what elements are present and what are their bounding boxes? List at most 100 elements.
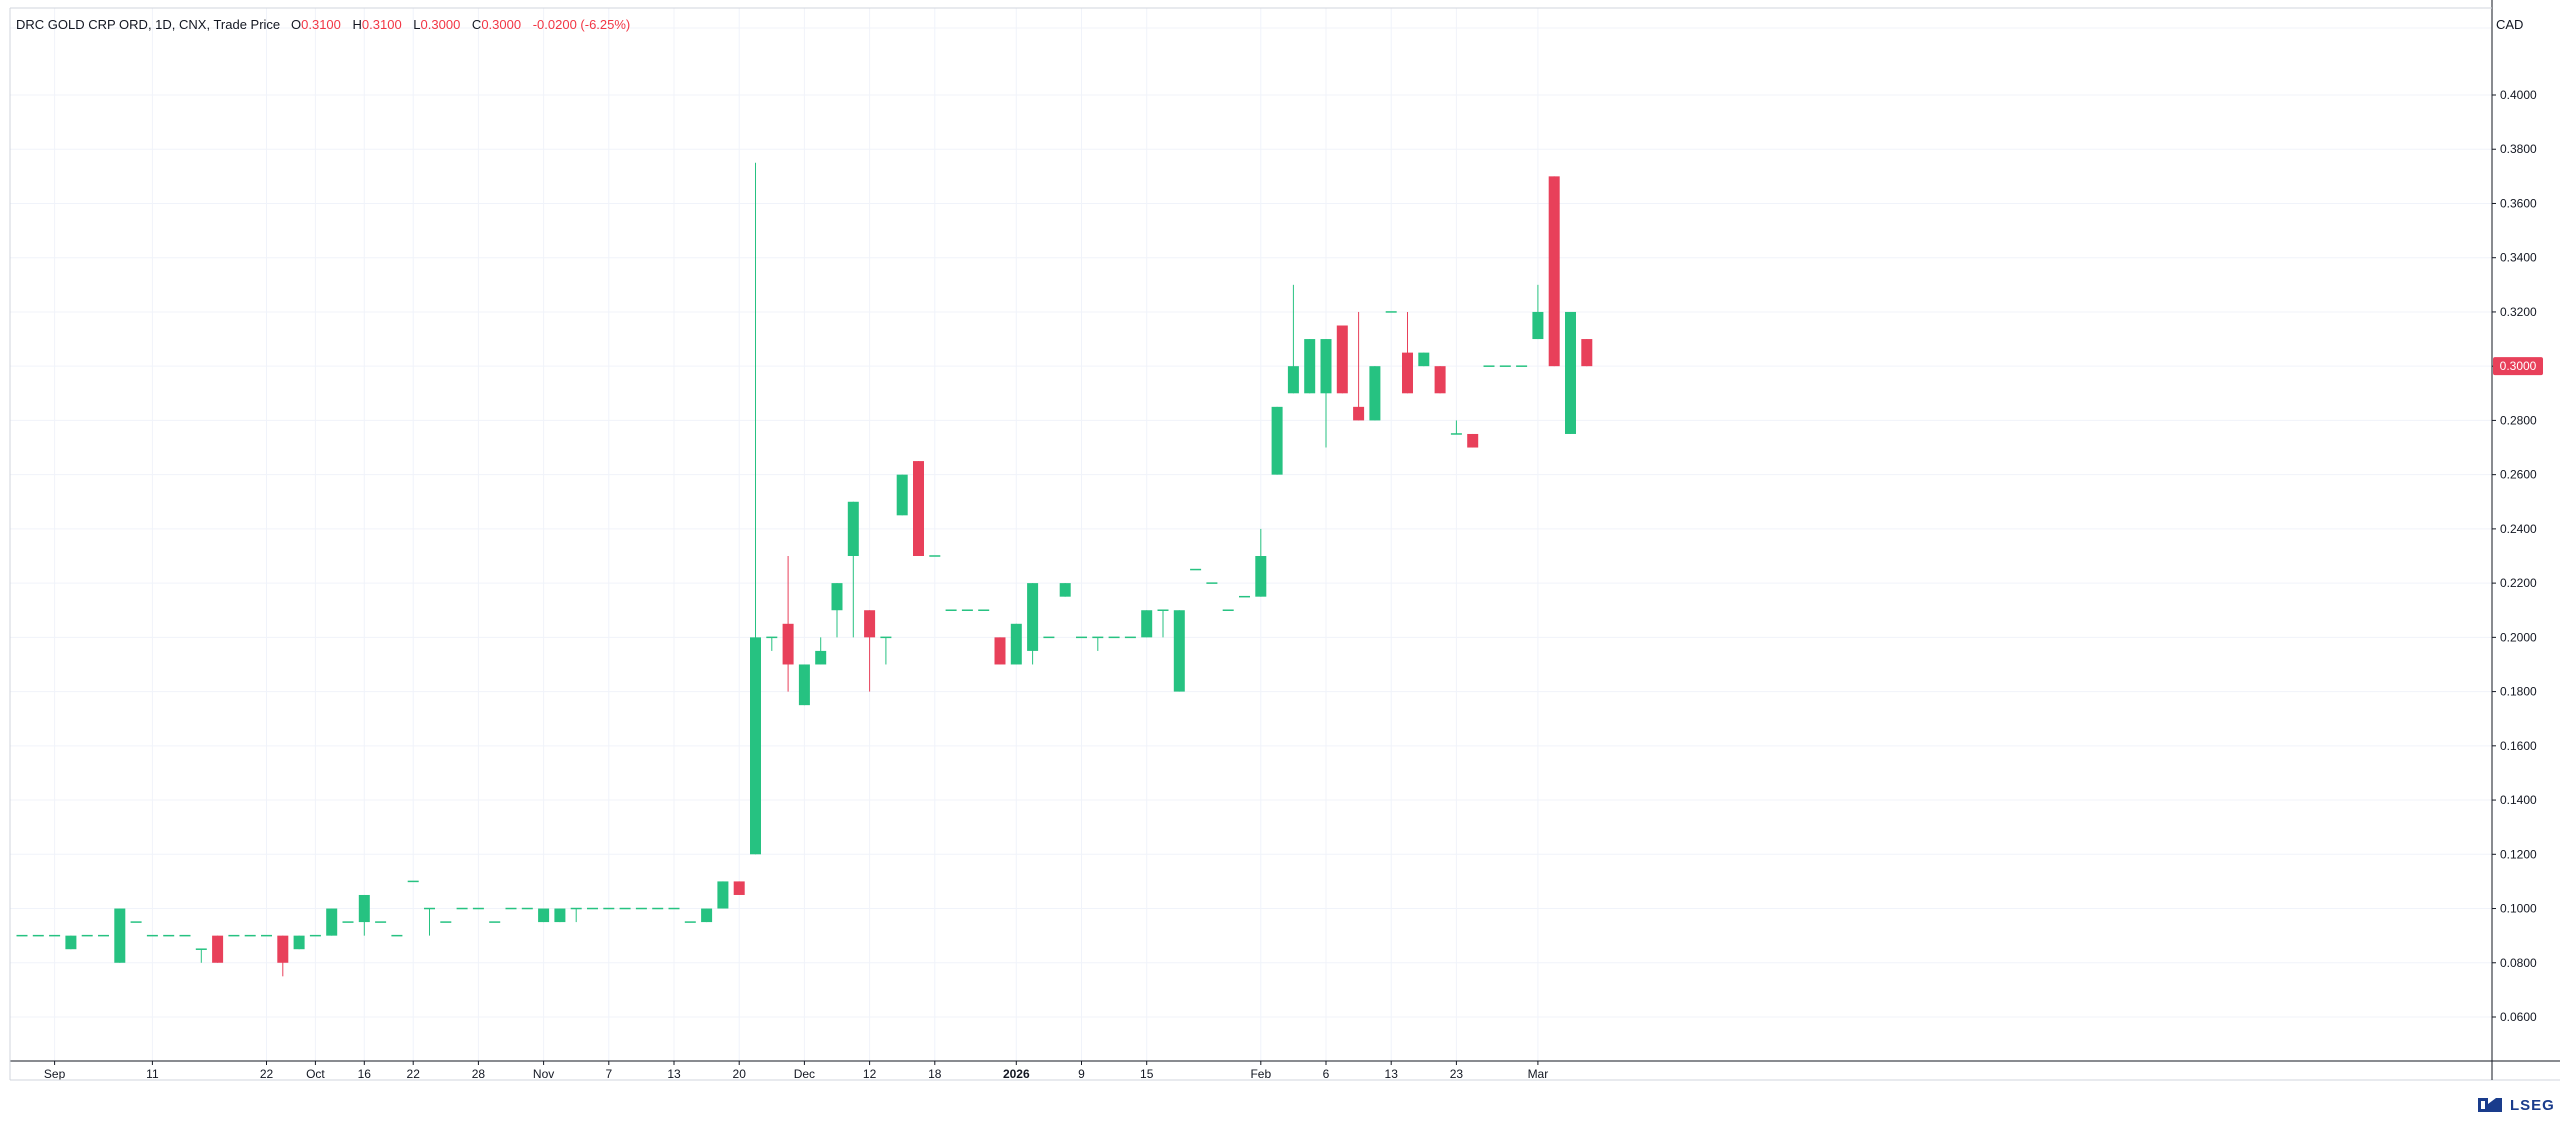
- candle-up: [114, 908, 126, 963]
- candle-up: [570, 907, 582, 923]
- candle-body: [163, 934, 175, 937]
- candle-body: [635, 907, 647, 910]
- candle-body: [146, 934, 158, 937]
- y-tick-label: 0.3200: [2500, 305, 2537, 319]
- candle-up: [358, 894, 370, 936]
- high-label: H: [352, 17, 362, 32]
- candle-up: [961, 609, 973, 611]
- candle-up: [1450, 420, 1462, 435]
- candle-body: [717, 881, 729, 909]
- y-tick-label: 0.0800: [2500, 956, 2537, 970]
- candle-up: [505, 907, 517, 910]
- candle-body: [798, 664, 810, 706]
- candle-body: [195, 948, 207, 950]
- candle-body: [1353, 406, 1365, 421]
- candle-up: [1043, 636, 1055, 639]
- candle-up: [978, 609, 990, 611]
- y-tick-label: 0.2200: [2500, 576, 2537, 590]
- candle-body: [261, 934, 272, 937]
- candle-body: [1092, 636, 1104, 639]
- candle-body: [130, 921, 142, 923]
- candle-up: [880, 636, 892, 665]
- candle-body: [65, 935, 77, 950]
- candle-up: [635, 907, 647, 910]
- candle-up: [407, 880, 419, 883]
- candle-up: [603, 907, 615, 910]
- lseg-logo-text: LSEG: [2510, 1096, 2555, 1114]
- candle-body: [375, 921, 387, 923]
- candle-down: [913, 461, 924, 556]
- low-value: 0.3000: [420, 17, 461, 32]
- candle-up: [668, 907, 680, 910]
- candle-body: [896, 474, 908, 516]
- candle-body: [1434, 366, 1446, 394]
- close-value: 0.3000: [481, 17, 522, 32]
- x-tick-label: 7: [605, 1067, 612, 1081]
- x-tick-label: 22: [407, 1067, 421, 1081]
- candle-body: [1450, 433, 1462, 435]
- candle-up: [1027, 583, 1039, 665]
- candle-down: [733, 881, 745, 895]
- x-tick-label: 23: [1450, 1067, 1464, 1081]
- candle-body: [342, 921, 354, 923]
- candle-body: [1385, 311, 1397, 313]
- x-tick-label: 28: [472, 1067, 486, 1081]
- candle-down: [1353, 311, 1365, 421]
- candle-body: [81, 934, 93, 937]
- candle-up: [1483, 365, 1495, 367]
- change-value: -0.0200 (-6.25%): [532, 17, 631, 32]
- candle-body: [1010, 623, 1022, 665]
- lseg-logo: LSEG: [2476, 1096, 2555, 1114]
- candle-body: [684, 921, 696, 923]
- candle-body: [1483, 365, 1495, 367]
- candle-up: [1369, 366, 1381, 421]
- candle-body: [1548, 176, 1560, 367]
- candle-body: [358, 894, 370, 923]
- candle-body: [701, 908, 713, 923]
- candle-up: [766, 636, 778, 651]
- candle-up: [815, 637, 827, 665]
- candle-up: [798, 664, 810, 706]
- candle-body: [1271, 406, 1283, 475]
- grid-layer: [10, 8, 2492, 1061]
- candle-body: [994, 637, 1006, 665]
- candle-body: [847, 501, 859, 556]
- candle-up: [391, 934, 403, 937]
- x-tick-label: 9: [1078, 1067, 1085, 1081]
- candle-up: [1565, 311, 1576, 434]
- candle-down: [1581, 339, 1593, 367]
- symbol-title: DRC GOLD CRP ORD, 1D, CNX, Trade Price: [16, 17, 281, 32]
- candle-body: [1043, 636, 1055, 639]
- x-tick-label: 16: [358, 1067, 372, 1081]
- currency-label[interactable]: CAD: [2496, 17, 2524, 32]
- x-tick-label: Sep: [44, 1067, 66, 1081]
- candle-up: [587, 907, 598, 910]
- candle-up: [717, 881, 729, 909]
- candle-up: [1092, 636, 1104, 651]
- lseg-logo-icon: [2478, 1098, 2502, 1112]
- candle-body: [929, 555, 941, 557]
- candle-up: [163, 934, 175, 937]
- y-tick-label: 0.1000: [2500, 902, 2537, 916]
- candle-up: [65, 935, 77, 950]
- candle-body: [1027, 583, 1039, 651]
- candle-up: [1304, 339, 1316, 394]
- candle-up: [1287, 284, 1299, 394]
- candle-up: [195, 948, 207, 963]
- candle-body: [1108, 636, 1120, 639]
- candle-up: [1239, 595, 1250, 598]
- candle-up: [1059, 583, 1071, 597]
- candle-body: [831, 583, 843, 611]
- close-label: C: [471, 17, 482, 32]
- y-tick-label: 0.3800: [2500, 142, 2537, 156]
- candle-body: [1124, 636, 1136, 639]
- candle-body: [1516, 365, 1528, 367]
- candle-body: [978, 609, 990, 611]
- candle-up: [261, 934, 272, 937]
- candle-body: [1499, 365, 1511, 367]
- candle-body: [1418, 352, 1430, 367]
- candle-body: [1581, 339, 1593, 367]
- y-tick-label: 0.1200: [2500, 847, 2537, 861]
